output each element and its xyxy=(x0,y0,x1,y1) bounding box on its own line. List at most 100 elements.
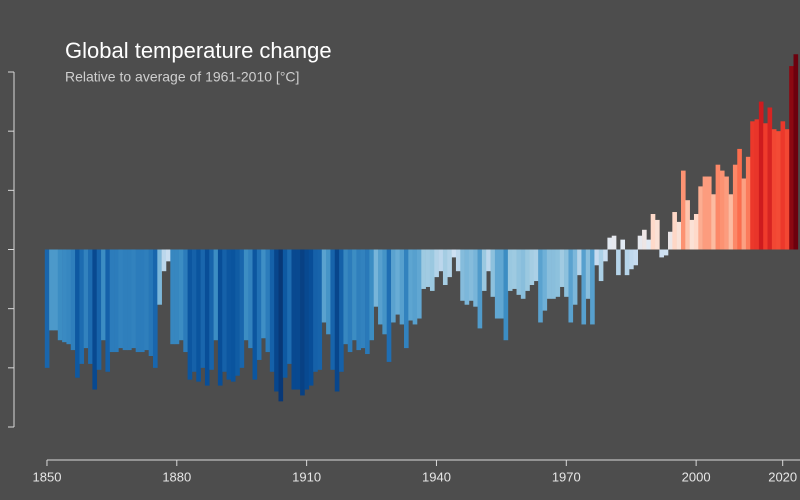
bar xyxy=(317,249,323,370)
bar xyxy=(88,249,93,364)
bar xyxy=(66,249,72,345)
bar xyxy=(590,249,595,325)
bar xyxy=(784,129,790,250)
bar xyxy=(525,249,530,291)
bar xyxy=(187,249,193,380)
bar xyxy=(494,249,500,319)
bar xyxy=(356,249,362,351)
bar xyxy=(780,121,786,250)
bar xyxy=(261,249,266,339)
bar xyxy=(230,249,236,382)
bar xyxy=(680,170,686,250)
bar xyxy=(157,249,162,305)
bar xyxy=(732,164,738,250)
bar xyxy=(204,249,210,386)
bar xyxy=(629,249,634,270)
bar xyxy=(295,249,301,390)
x-tick-label: 1970 xyxy=(552,469,581,484)
bar xyxy=(572,249,578,305)
bar xyxy=(178,249,184,341)
bar xyxy=(334,249,340,392)
bar xyxy=(144,249,149,351)
bar xyxy=(226,249,232,380)
bar xyxy=(568,249,574,323)
bar xyxy=(200,249,206,368)
bar xyxy=(243,249,249,341)
bar xyxy=(165,249,171,262)
bar xyxy=(131,249,136,349)
bar xyxy=(183,249,188,353)
bar xyxy=(724,176,729,250)
chart-title: Global temperature change xyxy=(65,38,332,63)
bar xyxy=(473,249,478,307)
bar xyxy=(676,221,682,250)
bar xyxy=(170,249,175,345)
bar xyxy=(763,123,768,250)
bar xyxy=(468,249,474,301)
bar xyxy=(352,249,357,341)
bar xyxy=(793,54,799,250)
bar xyxy=(114,249,119,353)
bar xyxy=(655,219,660,250)
bar xyxy=(256,249,262,360)
bar xyxy=(75,249,80,378)
bar xyxy=(269,249,275,372)
bar xyxy=(62,249,67,343)
bar xyxy=(239,249,245,368)
bar xyxy=(758,101,764,250)
bar xyxy=(343,249,349,345)
bar xyxy=(434,249,439,278)
bar xyxy=(83,249,89,349)
bar xyxy=(447,249,452,278)
bar xyxy=(685,200,690,250)
bar xyxy=(464,249,470,305)
bar xyxy=(416,249,422,319)
bar xyxy=(642,229,647,250)
bar xyxy=(789,66,794,250)
bar xyxy=(533,249,539,282)
bar xyxy=(191,249,197,372)
bar xyxy=(711,194,716,250)
bar xyxy=(148,249,154,356)
bar xyxy=(624,249,630,276)
bar xyxy=(282,249,288,378)
bar xyxy=(538,249,543,323)
bar xyxy=(135,249,141,353)
bar xyxy=(659,249,664,258)
bar xyxy=(771,129,777,250)
bar xyxy=(603,249,608,262)
bar xyxy=(520,249,526,299)
bar xyxy=(304,249,310,390)
bar xyxy=(620,239,626,250)
bar xyxy=(382,249,387,335)
bar xyxy=(391,249,396,323)
bar xyxy=(499,249,504,319)
bar xyxy=(668,231,673,250)
bar xyxy=(378,249,383,325)
bar xyxy=(79,249,85,364)
bar xyxy=(607,237,613,250)
bar xyxy=(767,107,773,250)
bar xyxy=(105,249,111,372)
bar xyxy=(745,156,751,250)
bar xyxy=(330,249,336,370)
bar xyxy=(425,249,431,287)
bar xyxy=(650,214,656,250)
bar xyxy=(217,249,223,386)
bar xyxy=(235,249,240,376)
bar xyxy=(728,194,734,250)
bar xyxy=(577,249,582,276)
bar xyxy=(287,249,292,364)
bar xyxy=(386,249,392,362)
bar xyxy=(321,249,327,323)
x-tick-label: 1850 xyxy=(33,469,62,484)
bar xyxy=(395,249,400,315)
bar xyxy=(274,249,279,392)
bar xyxy=(404,249,409,349)
bar xyxy=(152,249,158,368)
bar xyxy=(719,170,725,250)
x-tick-label: 2000 xyxy=(682,469,711,484)
bar xyxy=(92,249,98,390)
chart-subtitle: Relative to average of 1961-2010 [°C] xyxy=(65,69,299,85)
